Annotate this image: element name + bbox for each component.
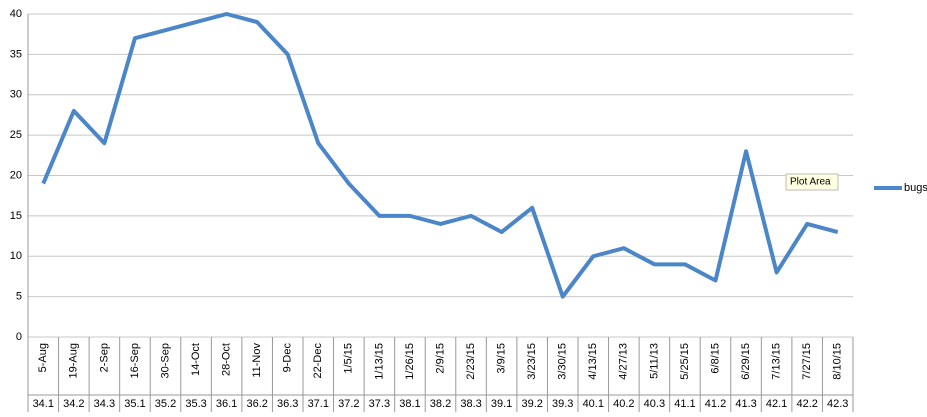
x-group-label: 34.3 [94, 398, 115, 410]
x-group-label: 34.2 [63, 398, 84, 410]
x-group-label: 38.1 [399, 398, 420, 410]
y-tick-label: 35 [10, 48, 22, 60]
x-group-label: 40.2 [613, 398, 634, 410]
x-group-label: 34.1 [33, 398, 54, 410]
x-tick-label: 2/23/15 [465, 343, 477, 380]
x-group-label: 35.1 [124, 398, 145, 410]
series-line [41, 12, 839, 299]
x-tick-label: 22-Dec [312, 343, 324, 379]
x-tick-label: 5/25/15 [679, 343, 691, 380]
x-group-label: 42.1 [766, 398, 787, 410]
x-tick-label: 1/5/15 [343, 343, 355, 374]
x-tick-label: 14-Oct [190, 343, 202, 376]
x-group-label: 35.3 [185, 398, 206, 410]
tooltip-box [785, 173, 839, 191]
y-tick-label: 5 [16, 291, 22, 303]
x-tick-label: 1/26/15 [404, 343, 416, 380]
x-tick-label: 7/13/15 [771, 343, 783, 380]
y-tick-label: 40 [10, 8, 22, 20]
x-group-label: 39.1 [491, 398, 512, 410]
x-tick-label: 19-Aug [68, 343, 80, 378]
y-tick-label: 25 [10, 129, 22, 141]
x-tick-label: 30-Sep [159, 343, 171, 378]
y-tick-label: 20 [10, 169, 22, 181]
x-group-label: 41.2 [705, 398, 726, 410]
y-tick-label: 10 [10, 250, 22, 262]
x-tick-label: 1/13/15 [373, 343, 385, 380]
x-group-label: 36.3 [277, 398, 298, 410]
x-tick-label: 2-Sep [98, 343, 110, 372]
x-tick-label: 3/9/15 [496, 343, 508, 374]
x-group-label: 36.2 [246, 398, 267, 410]
x-tick-label: 3/23/15 [526, 343, 538, 380]
x-group-label: 38.3 [460, 398, 481, 410]
x-tick-label: 7/27/15 [801, 343, 813, 380]
x-group-label: 37.1 [308, 398, 329, 410]
x-tick-label: 9-Dec [282, 343, 294, 373]
x-tick-label: 5/11/13 [648, 343, 660, 379]
y-tick-label: 30 [10, 89, 22, 101]
x-group-label: 42.3 [827, 398, 848, 410]
x-tick-label: 6/8/15 [709, 343, 721, 374]
x-tick-label: 5-Aug [37, 343, 49, 372]
x-group-label: 36.1 [216, 398, 237, 410]
x-tick-label: 4/13/15 [587, 343, 599, 380]
tooltip: Plot Area [790, 177, 831, 188]
x-tick-label: 8/10/15 [832, 343, 844, 380]
y-tick-label: 15 [10, 210, 22, 222]
x-tick-label: 28-Oct [221, 343, 233, 376]
x-tick-label: 4/27/13 [618, 343, 630, 380]
x-group-label: 39.2 [521, 398, 542, 410]
x-group-label: 42.2 [796, 398, 817, 410]
x-group-label: 41.1 [674, 398, 695, 410]
x-group-label: 41.3 [735, 398, 756, 410]
legend-label: bugs [904, 182, 927, 194]
x-group-label: 38.2 [430, 398, 451, 410]
x-tick-label: 11-Nov [251, 343, 263, 378]
x-group-label: 40.3 [644, 398, 665, 410]
x-tick-label: 3/30/15 [557, 343, 569, 380]
x-group-label: 40.1 [583, 398, 604, 410]
x-tick-label: 2/9/15 [434, 343, 446, 374]
x-group-label: 35.2 [155, 398, 176, 410]
x-tick-label: 16-Sep [129, 343, 141, 378]
y-tick-label: 0 [16, 331, 22, 343]
x-group-label: 37.3 [369, 398, 390, 410]
x-group-label: 39.3 [552, 398, 573, 410]
x-group-label: 37.2 [338, 398, 359, 410]
x-tick-label: 6/29/15 [740, 343, 752, 380]
